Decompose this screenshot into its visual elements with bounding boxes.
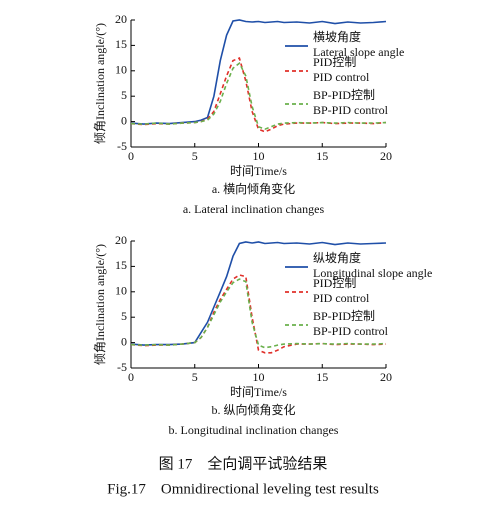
legend-label: BP-PID控制	[313, 88, 375, 102]
x-tick-label: 5	[192, 370, 198, 384]
series-line	[130, 278, 387, 349]
legend-label-en: PID control	[313, 291, 370, 305]
y-tick-label: 15	[115, 258, 127, 272]
y-tick-label: 15	[115, 37, 127, 51]
y-tick-label: 10	[115, 284, 127, 298]
y-axis-label: 倾角Inclination angle/(°)	[93, 244, 107, 365]
figure-title: 图 17 全向调平试验结果	[159, 454, 328, 472]
y-tick-label: -5	[117, 360, 127, 374]
x-tick-label: 0	[128, 370, 134, 384]
x-axis-label: 时间Time/s	[230, 385, 287, 399]
figure-title-en: Fig.17 Omnidirectional leveling test res…	[107, 481, 379, 497]
y-tick-label: 5	[121, 309, 127, 323]
x-tick-label: 5	[192, 149, 198, 163]
x-tick-label: 10	[253, 370, 265, 384]
legend-label-en: BP-PID control	[313, 324, 389, 338]
caption-en: b. Longitudinal inclination changes	[169, 423, 339, 437]
series-line	[130, 61, 387, 131]
legend-label-en: PID control	[313, 70, 370, 84]
caption: a. 横向倾角变化	[212, 181, 295, 196]
x-tick-label: 15	[316, 149, 328, 163]
legend-label: PID控制	[313, 55, 356, 69]
caption-en: a. Lateral inclination changes	[183, 202, 325, 216]
legend-label: 纵坡角度	[313, 250, 361, 265]
x-tick-label: 20	[380, 370, 392, 384]
x-tick-label: 0	[128, 149, 134, 163]
legend-label: PID控制	[313, 276, 356, 290]
x-axis-label: 时间Time/s	[230, 164, 287, 178]
legend-label: BP-PID控制	[313, 309, 375, 323]
x-tick-label: 10	[253, 149, 265, 163]
y-tick-label: -5	[117, 139, 127, 153]
y-tick-label: 5	[121, 88, 127, 102]
y-tick-label: 10	[115, 63, 127, 77]
y-tick-label: 0	[121, 334, 127, 348]
legend-label-en: Lateral slope angle	[313, 45, 404, 59]
legend-label-en: Longitudinal slope angle	[313, 266, 432, 280]
y-tick-label: 20	[115, 233, 127, 247]
y-tick-label: 0	[121, 113, 127, 127]
legend-label-en: BP-PID control	[313, 103, 389, 117]
caption: b. 纵向倾角变化	[211, 402, 295, 417]
y-tick-label: 20	[115, 12, 127, 26]
y-axis-label: 倾角Inclination angle/(°)	[93, 23, 107, 144]
legend-label: 横坡角度	[313, 29, 361, 44]
x-tick-label: 20	[380, 149, 392, 163]
x-tick-label: 15	[316, 370, 328, 384]
